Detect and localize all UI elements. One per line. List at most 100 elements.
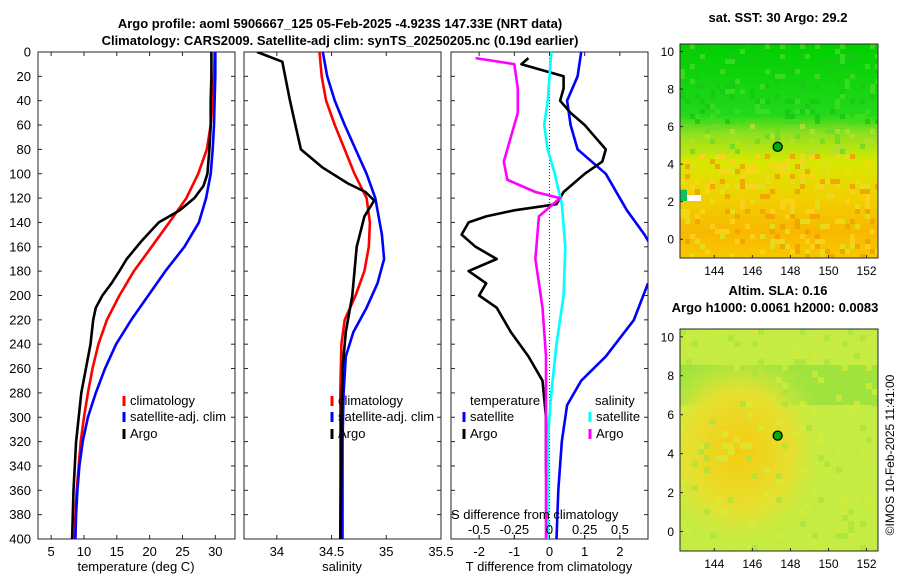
- sla-pixel: [680, 479, 686, 485]
- lon-tick-label: 150: [818, 264, 838, 278]
- sst-pixel: [685, 219, 690, 224]
- sst-pixel: [855, 224, 860, 229]
- sla-pixel: [692, 461, 698, 467]
- sst-pixel: [825, 179, 830, 184]
- depth-tick-label: 20: [17, 69, 31, 84]
- sst-pixel: [785, 199, 790, 204]
- sst-pixel: [840, 124, 845, 129]
- sst-pixel: [835, 184, 840, 189]
- sst-pixel: [685, 214, 690, 219]
- sst-pixel: [710, 199, 715, 204]
- sst-pixel: [840, 64, 845, 69]
- sst-pixel: [710, 139, 715, 144]
- sst-pixel: [815, 144, 820, 149]
- sla-pixel: [860, 359, 866, 365]
- sla-pixel: [812, 335, 818, 341]
- sst-pixel: [700, 244, 705, 249]
- sst-pixel: [845, 129, 850, 134]
- sst-pixel: [860, 114, 865, 119]
- legend-label-s-argo: Argo: [596, 426, 623, 441]
- sst-pixel: [790, 114, 795, 119]
- series-line-t-argo: [460, 57, 608, 539]
- sst-pixel: [730, 79, 735, 84]
- sst-pixel: [830, 69, 835, 74]
- sst-pixel: [810, 209, 815, 214]
- sla-pixel: [722, 509, 728, 515]
- sst-pixel: [835, 219, 840, 224]
- sst-pixel: [835, 129, 840, 134]
- sst-pixel: [760, 184, 765, 189]
- sla-pixel: [836, 527, 842, 533]
- sst-pixel: [785, 109, 790, 114]
- sst-pixel: [870, 84, 875, 89]
- sla-pixel: [836, 395, 842, 401]
- sla-pixel: [722, 455, 728, 461]
- sst-pixel: [845, 114, 850, 119]
- depth-tick-label: 400: [9, 532, 31, 547]
- sla-pixel: [740, 401, 746, 407]
- sst-pixel: [790, 69, 795, 74]
- sla-pixel: [860, 425, 866, 431]
- sst-pixel: [835, 179, 840, 184]
- sst-pixel: [735, 184, 740, 189]
- lat-tick-label: 6: [667, 120, 674, 134]
- sst-pixel: [695, 239, 700, 244]
- depth-tick-label: 260: [9, 361, 31, 376]
- sst-pixel: [845, 79, 850, 84]
- x-tick-label: 2: [616, 544, 623, 559]
- sst-pixel: [680, 179, 685, 184]
- sla-pixel: [812, 533, 818, 539]
- sla-pixel: [794, 353, 800, 359]
- sst-pixel: [800, 234, 805, 239]
- salinity-difference-tick-label: 0.5: [611, 522, 629, 537]
- sla-pixel: [836, 449, 842, 455]
- lat-tick-label: 8: [667, 369, 674, 383]
- sst-pixel: [845, 224, 850, 229]
- difference-legend-salinity: salinity satellite Argo: [588, 393, 640, 441]
- sst-pixel: [820, 59, 825, 64]
- legend-label-argo: Argo: [338, 426, 365, 441]
- sst-pixel: [755, 104, 760, 109]
- lat-tick-label: 4: [667, 447, 674, 461]
- salinity-difference-ticks: -0.5 -0.25 0 0.25 0.5: [468, 522, 629, 539]
- temperature-x-label: temperature (deg C): [77, 559, 194, 574]
- sst-pixel: [735, 214, 740, 219]
- sst-pixel: [765, 69, 770, 74]
- sst-pixel: [775, 134, 780, 139]
- depth-tick-label: 120: [9, 191, 31, 206]
- sst-pixel: [720, 69, 725, 74]
- sla-pixel: [782, 401, 788, 407]
- temperature-legend: climatology satellite-adj. clim Argo: [122, 393, 226, 441]
- sst-pixel: [800, 184, 805, 189]
- sst-pixel: [705, 104, 710, 109]
- sla-pixel: [824, 467, 830, 473]
- sla-pixel: [752, 329, 758, 335]
- depth-tick-label: 220: [9, 312, 31, 327]
- sst-pixel: [710, 104, 715, 109]
- sst-pixel: [815, 84, 820, 89]
- sst-pixel: [850, 154, 855, 159]
- series-line-s-satellite: [542, 52, 567, 539]
- sst-pixel: [770, 164, 775, 169]
- sla-pixel: [698, 443, 704, 449]
- sst-pixel: [845, 54, 850, 59]
- sst-pixel: [800, 109, 805, 114]
- sst-pixel: [860, 184, 865, 189]
- sst-pixel: [820, 254, 825, 258]
- sst-pixel: [685, 159, 690, 164]
- legend-label-satellite: satellite-adj. clim: [338, 409, 434, 424]
- lon-tick-label: 148: [780, 557, 800, 571]
- sst-pixel: [755, 139, 760, 144]
- sst-pixel: [765, 214, 770, 219]
- sst-pixel: [850, 184, 855, 189]
- sst-texture: [680, 44, 878, 258]
- sst-pixel: [800, 164, 805, 169]
- sla-pixel: [752, 371, 758, 377]
- sst-pixel: [770, 189, 775, 194]
- sst-pixel: [735, 169, 740, 174]
- sst-pixel: [810, 129, 815, 134]
- sst-pixel: [790, 204, 795, 209]
- sst-pixel: [770, 134, 775, 139]
- sst-pixel: [775, 234, 780, 239]
- sst-pixel: [830, 59, 835, 64]
